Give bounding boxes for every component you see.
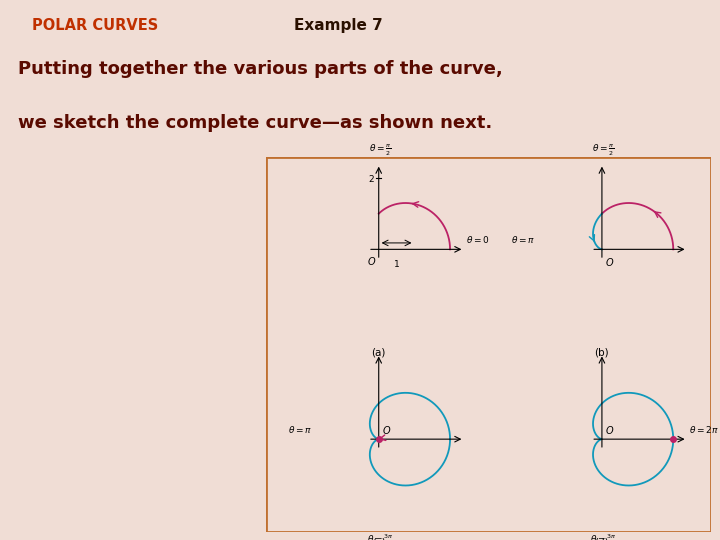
- Text: $\theta=\pi$: $\theta=\pi$: [288, 424, 312, 435]
- Text: $2$: $2$: [368, 172, 374, 184]
- Text: (a): (a): [372, 347, 386, 357]
- Text: $\theta=\frac{\pi}{2}$: $\theta=\frac{\pi}{2}$: [593, 143, 615, 158]
- Text: $1$: $1$: [393, 258, 400, 269]
- Text: Putting together the various parts of the curve,: Putting together the various parts of th…: [18, 60, 503, 78]
- Text: (c): (c): [372, 537, 386, 540]
- Text: $\theta=\frac{3\pi}{2}$: $\theta=\frac{3\pi}{2}$: [367, 532, 394, 540]
- Text: $\theta=\frac{3\pi}{2}$: $\theta=\frac{3\pi}{2}$: [590, 532, 617, 540]
- Text: $O$: $O$: [606, 423, 615, 436]
- Text: (d): (d): [595, 537, 609, 540]
- Text: $O$: $O$: [382, 423, 392, 436]
- Text: $\theta=\frac{\pi}{2}$: $\theta=\frac{\pi}{2}$: [369, 143, 392, 158]
- Text: (b): (b): [595, 347, 609, 357]
- Text: POLAR CURVES: POLAR CURVES: [32, 18, 158, 33]
- Text: $\theta=0$: $\theta=0$: [466, 234, 490, 245]
- Text: $\theta=\pi$: $\theta=\pi$: [511, 234, 535, 245]
- Text: we sketch the complete curve—as shown next.: we sketch the complete curve—as shown ne…: [18, 114, 492, 132]
- Text: $O$: $O$: [605, 256, 614, 268]
- Text: $\theta=2\pi$: $\theta=2\pi$: [689, 424, 719, 435]
- Text: $O$: $O$: [366, 255, 376, 267]
- Text: Example 7: Example 7: [294, 18, 383, 33]
